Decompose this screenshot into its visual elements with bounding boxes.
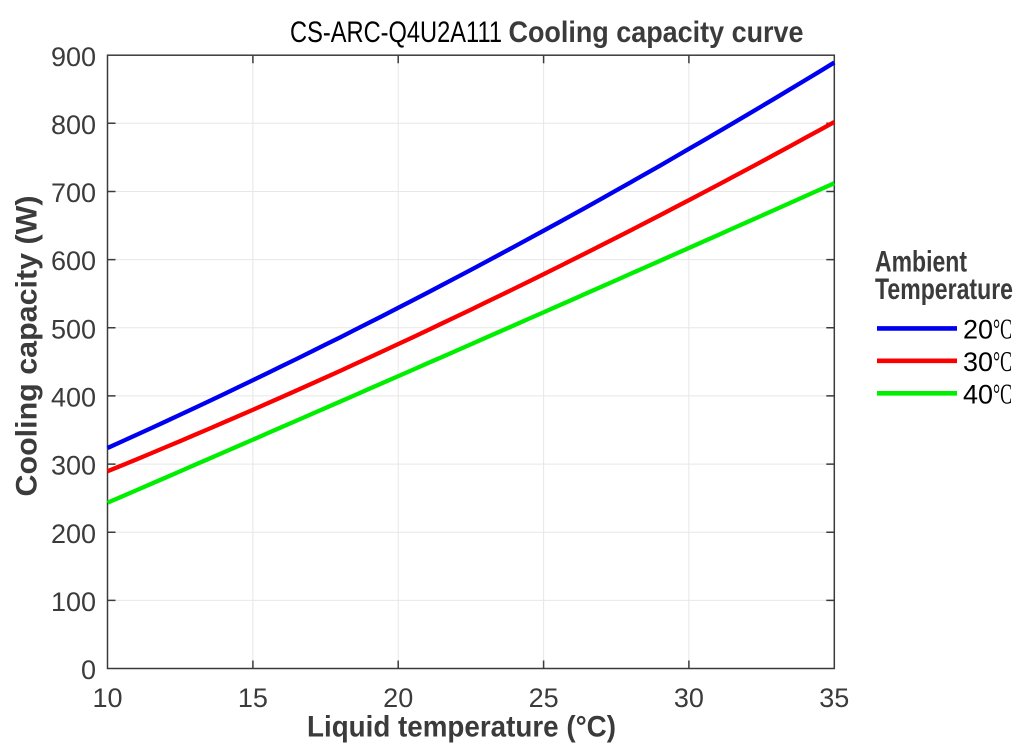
svg-text:400: 400 bbox=[51, 383, 96, 413]
svg-text:30: 30 bbox=[674, 683, 704, 713]
svg-text:Liquid temperature (°C): Liquid temperature (°C) bbox=[307, 711, 616, 744]
svg-text:Cooling capacity (W): Cooling capacity (W) bbox=[11, 196, 44, 497]
svg-text:300: 300 bbox=[51, 451, 96, 481]
svg-text:600: 600 bbox=[51, 246, 96, 276]
svg-text:Temperature: Temperature bbox=[875, 273, 1013, 306]
svg-text:15: 15 bbox=[238, 683, 268, 713]
svg-text:Ambient: Ambient bbox=[875, 246, 967, 279]
svg-text:100: 100 bbox=[51, 587, 96, 617]
svg-text:200: 200 bbox=[51, 519, 96, 549]
svg-text:35: 35 bbox=[819, 683, 849, 713]
svg-text:500: 500 bbox=[51, 314, 96, 344]
svg-text:0: 0 bbox=[81, 655, 96, 685]
svg-text:40°C: 40°C bbox=[963, 380, 1012, 411]
svg-text:Cooling capacity curve: Cooling capacity curve bbox=[509, 16, 804, 49]
svg-text:30°C: 30°C bbox=[963, 347, 1012, 378]
svg-text:20: 20 bbox=[383, 683, 413, 713]
svg-text:25: 25 bbox=[529, 683, 559, 713]
svg-text:20°C: 20°C bbox=[963, 315, 1012, 346]
svg-text:CS-ARC-Q4U2A111: CS-ARC-Q4U2A111 bbox=[290, 16, 502, 49]
svg-text:900: 900 bbox=[51, 42, 96, 72]
svg-text:10: 10 bbox=[92, 683, 122, 713]
svg-text:700: 700 bbox=[51, 178, 96, 208]
svg-text:800: 800 bbox=[51, 110, 96, 140]
